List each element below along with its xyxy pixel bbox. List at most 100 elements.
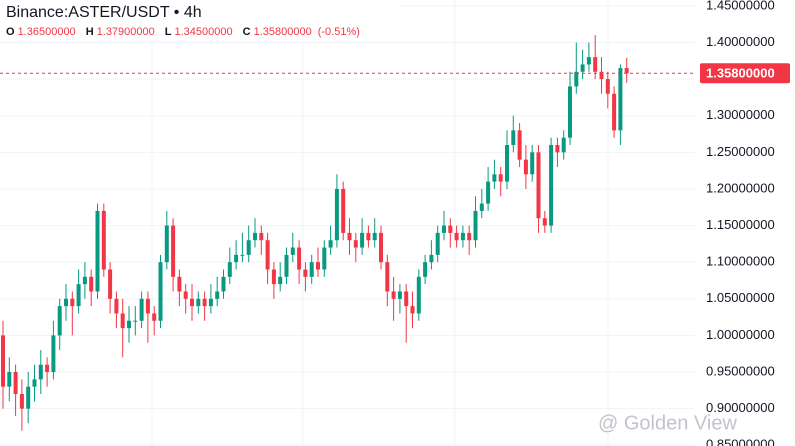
y-tick-label: 0.85000000 <box>706 437 775 446</box>
legend-value: 1.35800000 <box>254 26 312 38</box>
candle-body <box>316 262 320 270</box>
candle-body <box>372 232 377 241</box>
candle-body <box>82 276 87 285</box>
candle-body <box>586 57 591 65</box>
candle-body <box>234 254 239 263</box>
y-tick-label: 1.40000000 <box>706 34 775 49</box>
candle-body <box>297 247 302 270</box>
candle-body <box>561 137 566 153</box>
legend-key: O <box>6 26 15 38</box>
candle-body <box>196 298 201 307</box>
candle-body <box>322 247 327 270</box>
candle-body <box>492 174 497 182</box>
candle-body <box>517 130 522 160</box>
candle-body <box>442 225 446 233</box>
candle-body <box>278 276 283 285</box>
candle-body <box>215 291 220 299</box>
candle-body <box>32 379 37 387</box>
candle-body <box>334 188 339 241</box>
candle-body <box>171 225 176 277</box>
y-tick-label: 1.15000000 <box>706 217 775 232</box>
candle-body <box>473 210 478 241</box>
candle-body <box>26 386 31 409</box>
candle-body <box>347 232 352 241</box>
candle-body <box>265 240 270 270</box>
candle-body <box>612 93 617 131</box>
candle-body <box>240 254 245 256</box>
y-tick-label: 1.25000000 <box>706 144 775 159</box>
candle-body <box>190 298 194 307</box>
candle-body <box>208 298 213 307</box>
candle-body <box>397 291 402 299</box>
candle-body <box>290 247 295 255</box>
candle-body <box>183 291 188 299</box>
candle-body <box>549 145 554 226</box>
candle-body <box>108 269 113 299</box>
candle-body <box>511 130 516 146</box>
candle-body <box>599 71 604 80</box>
candle-body <box>164 225 169 263</box>
candle-body <box>101 210 106 270</box>
legend-key: H <box>86 26 94 38</box>
candle-body <box>95 210 100 292</box>
candle-body <box>593 57 598 72</box>
legend-value: 1.36500000 <box>18 26 76 38</box>
candle-body <box>505 145 509 182</box>
candle-body <box>624 68 629 74</box>
price-axis: 1.450000001.400000001.350000001.30000000… <box>700 0 790 446</box>
candle-body <box>360 232 365 248</box>
candle-body <box>7 372 12 387</box>
candle-body <box>341 188 346 233</box>
candle-body <box>127 320 131 329</box>
y-tick-label: 1.10000000 <box>706 254 775 269</box>
legend-key: L <box>165 26 172 38</box>
candle-body <box>410 306 415 314</box>
candle-body <box>152 313 157 321</box>
candle-body <box>70 298 75 307</box>
candle-body <box>57 306 62 336</box>
candle-body <box>64 298 68 307</box>
candle-body <box>38 364 43 380</box>
legend-key: C <box>243 26 251 38</box>
candle-body <box>379 232 383 263</box>
candle-body <box>555 145 560 153</box>
candle-body <box>1 335 5 387</box>
change-label: (-0.51%) <box>318 26 360 38</box>
candle-body <box>253 232 257 241</box>
y-tick-label: 1.45000000 <box>706 0 775 12</box>
candle-body <box>51 335 56 373</box>
header-bg <box>0 0 400 42</box>
candles <box>0 35 695 431</box>
candle-body <box>45 364 50 373</box>
candle-body <box>309 262 314 277</box>
candle-body <box>435 232 440 255</box>
candle-body <box>498 174 503 182</box>
candle-body <box>76 284 81 307</box>
y-tick-label: 1.00000000 <box>706 327 775 342</box>
candle-body <box>568 86 572 138</box>
last-price-label: 1.35800000 <box>706 66 775 81</box>
candle-body <box>246 240 251 255</box>
candle-body <box>542 218 547 226</box>
candle-body <box>284 254 289 277</box>
candle-body <box>227 262 232 277</box>
candle-body <box>460 232 465 241</box>
candle-body <box>530 152 535 175</box>
legend-value: 1.34500000 <box>175 26 233 38</box>
candle-body <box>353 240 358 248</box>
last-price-box <box>700 63 790 84</box>
candle-body <box>120 313 125 329</box>
chart-title: Binance:ASTER/USDT • 4h <box>6 4 202 21</box>
candle-body <box>454 232 459 241</box>
candle-body <box>133 320 138 322</box>
watermark: @ Golden View <box>598 412 737 434</box>
candle-body <box>366 232 371 241</box>
candle-body <box>605 79 610 94</box>
candle-body <box>429 254 434 263</box>
candle-body <box>618 68 623 131</box>
legend-value: 1.37900000 <box>97 26 155 38</box>
candle-body <box>303 269 308 277</box>
y-tick-label: 0.90000000 <box>706 400 775 415</box>
candle-body <box>158 262 163 321</box>
